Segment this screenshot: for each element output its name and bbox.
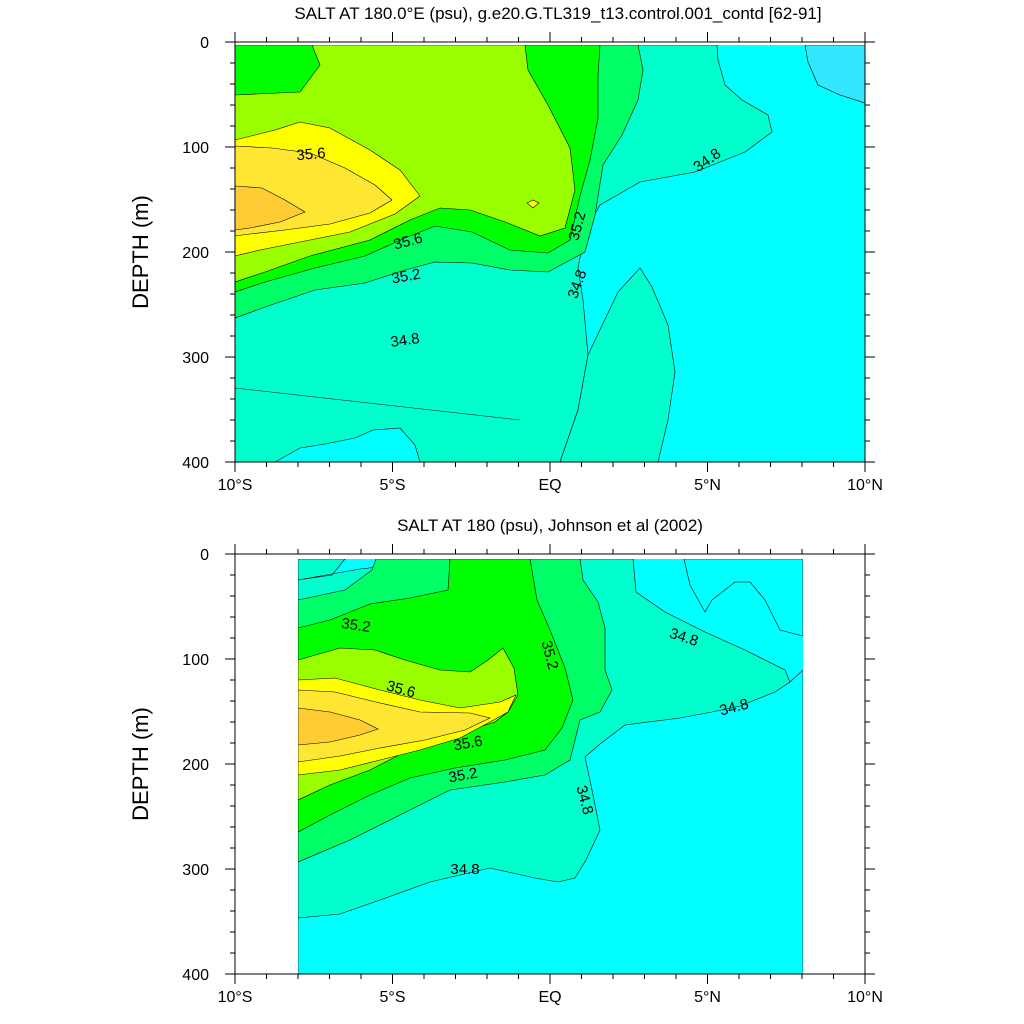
band-34-6-deep-lobe — [274, 427, 421, 462]
x-tick-label: 10°N — [847, 989, 883, 1006]
panel-model-field — [235, 45, 865, 462]
y-tick-label: 200 — [182, 245, 209, 262]
panel-obs-field — [298, 559, 803, 974]
band-35-6-islet — [526, 199, 540, 209]
y-tick-label: 300 — [182, 350, 209, 367]
band-34-8-deep-right — [559, 267, 676, 462]
band-34-6-edge-bay — [683, 559, 803, 637]
contour-label: 35.2 — [538, 639, 562, 672]
y-tick-label: 200 — [182, 757, 209, 774]
contour-label: 35.2 — [447, 765, 479, 787]
panel-model: SALT AT 180.0°E (psu), g.e20.G.TL319_t13… — [128, 4, 883, 494]
x-tick-label: 5°N — [694, 989, 721, 1006]
y-tick-label: 100 — [182, 140, 209, 157]
x-tick-label: 5°N — [694, 477, 721, 494]
band-35-8 — [235, 185, 306, 231]
band-35-8 — [298, 707, 379, 746]
x-tick-label: EQ — [538, 477, 561, 494]
contour-label: 35.2 — [565, 210, 589, 243]
contour-label: 35.6 — [392, 229, 425, 253]
contour-label: 34.8 — [718, 695, 751, 719]
x-tick-label: 5°S — [380, 477, 406, 494]
band-34-6-edge — [235, 387, 521, 421]
contour-label: 34.8 — [573, 784, 597, 817]
panel-obs-title: SALT AT 180 (psu), Johnson et al (2002) — [397, 516, 703, 535]
contour-label: 35.6 — [385, 677, 418, 701]
panel-obs-labels: 35.2 35.6 35.6 35.2 35.2 34.8 34.8 34.8 … — [340, 615, 750, 878]
x-tick-label: 5°S — [380, 989, 406, 1006]
panel-model-ylabel: DEPTH (m) — [128, 195, 153, 309]
x-tick-label: EQ — [538, 989, 561, 1006]
band-34-6-deep — [298, 669, 803, 974]
contour-label: 35.2 — [340, 615, 371, 636]
y-tick-label: 400 — [182, 455, 209, 472]
band-34-6-ne-patch — [804, 45, 865, 104]
contour-label: 35.2 — [390, 266, 422, 288]
contour-label: 34.8 — [389, 330, 420, 351]
x-tick-label: 10°S — [218, 989, 253, 1006]
y-tick-label: 400 — [182, 967, 209, 984]
y-tick-label: 0 — [200, 35, 209, 52]
panel-obs: SALT AT 180 (psu), Johnson et al (2002) … — [128, 516, 883, 1006]
panel-obs-axes: 10°S 5°S EQ 5°N 10°N 0 100 200 300 400 DEPTH (m) — [128, 544, 883, 1006]
panel-model-title: SALT AT 180.0°E (psu), g.e20.G.TL319_t13… — [294, 4, 821, 23]
band-35-7 — [298, 689, 491, 763]
contour-label: 34.8 — [450, 861, 479, 878]
contour-label: 35.6 — [296, 145, 327, 164]
panel-model-axes: 10°S 5°S EQ 5°N 10°N 0 100 200 300 400 DEPTH (m) — [128, 32, 883, 494]
y-tick-label: 300 — [182, 862, 209, 879]
y-tick-label: 0 — [200, 547, 209, 564]
contour-label: 35.6 — [452, 733, 484, 755]
x-tick-label: 10°S — [218, 477, 253, 494]
x-tick-label: 10°N — [847, 477, 883, 494]
panel-obs-ylabel: DEPTH (m) — [128, 707, 153, 821]
y-tick-label: 100 — [182, 652, 209, 669]
